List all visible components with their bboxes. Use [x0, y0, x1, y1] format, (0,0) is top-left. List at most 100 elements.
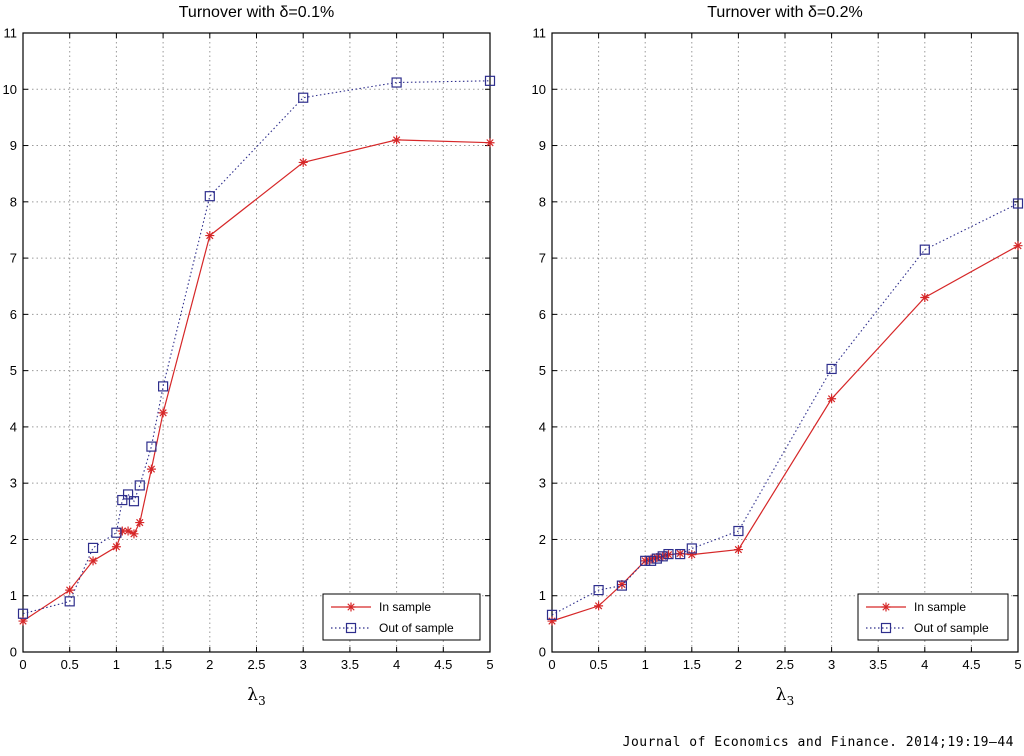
x-tick-label: 5 [486, 657, 493, 672]
point-out-of-sample [122, 489, 134, 500]
x-tick-label: 3.5 [341, 657, 359, 672]
point-in-sample [88, 556, 98, 566]
point-in-sample [485, 138, 495, 148]
x-axis-label: λ3 [247, 685, 265, 708]
point-in-sample [733, 545, 743, 555]
point-out-of-sample [651, 553, 662, 564]
y-tick-label: 11 [533, 26, 547, 41]
y-tick-label: 5 [539, 363, 546, 378]
point-out-of-sample [158, 381, 169, 392]
point-in-sample [65, 585, 75, 595]
plot-frame [551, 32, 1019, 653]
point-in-sample [129, 529, 139, 539]
y-tick-label: 6 [539, 307, 546, 322]
point-out-of-sample [657, 551, 668, 562]
y-tick-label: 8 [539, 194, 546, 209]
x-tick-label: 2.5 [247, 657, 265, 672]
point-in-sample [617, 579, 627, 589]
point-in-sample [687, 550, 697, 560]
legend-marker-square [880, 622, 892, 634]
y-tick-label: 0 [539, 645, 546, 660]
point-out-of-sample [733, 525, 744, 537]
point-out-of-sample [64, 596, 75, 607]
series-line-out-of-sample [22, 80, 491, 615]
point-out-of-sample [134, 480, 145, 491]
y-tick-label: 1 [539, 588, 546, 603]
y-tick-label: 1 [10, 588, 17, 603]
point-in-sample [594, 601, 604, 611]
point-in-sample [123, 526, 133, 536]
y-tick-label: 7 [10, 251, 17, 266]
point-out-of-sample [663, 548, 674, 560]
point-out-of-sample [686, 543, 697, 554]
point-in-sample [111, 542, 121, 552]
legend-label: In sample [379, 600, 431, 614]
x-tick-label: 3 [828, 657, 835, 672]
legend: In sample Out of sample [857, 593, 1009, 641]
point-in-sample [920, 292, 930, 302]
legend-marker-star [346, 602, 356, 612]
point-out-of-sample [17, 608, 29, 619]
point-out-of-sample [204, 191, 215, 202]
point-in-sample [135, 518, 145, 528]
point-out-of-sample [593, 584, 604, 596]
y-tick-label: 2 [539, 532, 546, 547]
x-tick-label: 2 [735, 657, 742, 672]
point-out-of-sample [128, 496, 140, 507]
x-tick-label: 1.5 [683, 657, 701, 672]
x-axis-label-subscript: 3 [258, 694, 266, 708]
point-out-of-sample [87, 542, 99, 553]
point-in-sample [18, 616, 28, 626]
x-tick-label: 1 [113, 657, 120, 672]
point-in-sample [652, 552, 662, 562]
point-out-of-sample [117, 494, 128, 506]
point-in-sample [640, 556, 650, 566]
legend: In sample Out of sample [322, 593, 481, 641]
point-in-sample [158, 408, 168, 418]
x-tick-label: 4.5 [962, 657, 980, 672]
x-tick-label: 1 [642, 657, 649, 672]
x-tick-label: 4.5 [434, 657, 452, 672]
y-tick-label: 8 [10, 194, 17, 209]
point-out-of-sample [645, 555, 657, 566]
y-tick-label: 4 [539, 419, 546, 434]
x-tick-label: 4 [921, 657, 928, 672]
point-out-of-sample [298, 92, 309, 103]
y-tick-label: 10 [3, 82, 17, 97]
point-out-of-sample [1012, 198, 1024, 209]
legend-label: In sample [914, 600, 966, 614]
x-tick-label: 2.5 [776, 657, 794, 672]
point-in-sample [675, 549, 685, 559]
y-tick-label: 2 [10, 532, 17, 547]
x-tick-label: 3.5 [869, 657, 887, 672]
point-out-of-sample [826, 363, 837, 375]
series-line-in-sample [22, 139, 491, 622]
x-tick-label: 3 [300, 657, 307, 672]
point-out-of-sample [484, 75, 496, 86]
x-tick-label: 0 [548, 657, 555, 672]
y-tick-label: 3 [539, 476, 546, 491]
chart-panel-1: 0 0.5 1 1.5 2 2.5 3 3.5 4 4.5 5 0 1 2 3 4 5 6 7 8 9 10 11 Turno… [3, 4, 496, 708]
y-tick-label: 10 [532, 82, 546, 97]
point-out-of-sample [640, 555, 651, 566]
point-in-sample [205, 231, 215, 241]
point-in-sample [117, 526, 127, 536]
x-tick-label: 0.5 [61, 657, 79, 672]
y-tick-label: 0 [10, 645, 17, 660]
point-out-of-sample [546, 609, 558, 620]
point-in-sample [146, 464, 156, 474]
point-in-sample [646, 554, 656, 564]
point-in-sample [1013, 241, 1023, 251]
point-in-sample [547, 616, 557, 626]
y-tick-label: 5 [10, 363, 17, 378]
point-out-of-sample [111, 527, 122, 538]
point-out-of-sample [391, 77, 402, 88]
point-in-sample [298, 157, 308, 167]
series-line-out-of-sample [551, 203, 1019, 616]
y-tick-label: 4 [10, 419, 17, 434]
legend-label: Out of sample [379, 621, 454, 635]
y-tick-label: 9 [539, 138, 546, 153]
x-tick-label: 5 [1014, 657, 1021, 672]
x-tick-label: 1.5 [154, 657, 172, 672]
